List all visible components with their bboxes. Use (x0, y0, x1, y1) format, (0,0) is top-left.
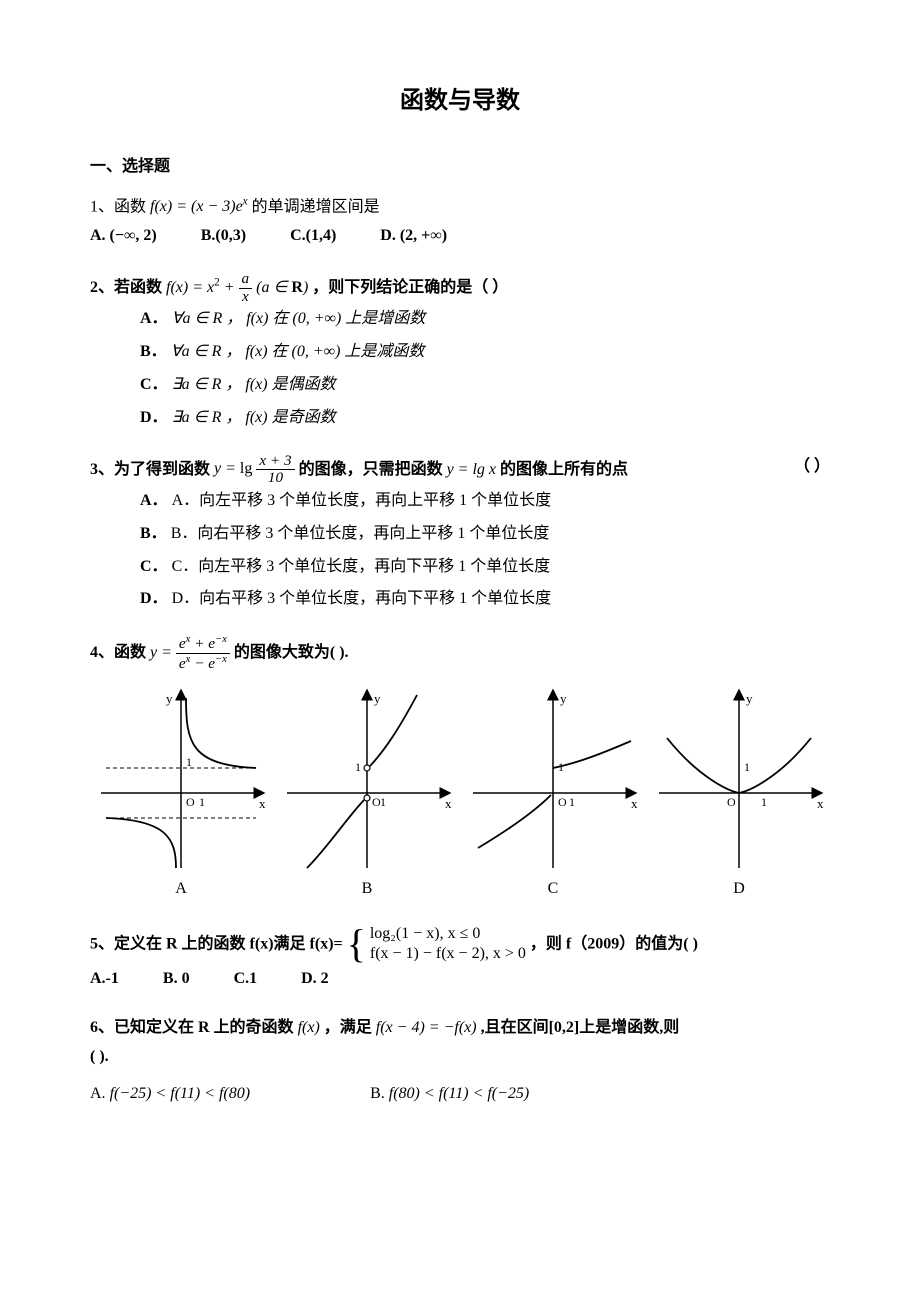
q3-mid: 的图像，只需把函数 (299, 460, 447, 477)
question-5: 5、定义在 R 上的函数 f(x)满足 f(x)= { log₂(1 − x),… (90, 924, 830, 994)
q2-formula: f(x) = x2 + ax (a ∈ R) (166, 279, 312, 296)
q6-opt-b: B. f(80) < f(11) < f(−25) (370, 1080, 529, 1109)
q3a-text: A．向左平移 3 个单位长度，再向上平移 1 个单位长度 (172, 492, 552, 509)
section-heading: 一、选择题 (90, 153, 830, 182)
q2-opt-c: ∃a ∈ R ， f(x) 是偶函数 (172, 376, 336, 393)
q3-formula: y = lg x + 310 (214, 460, 299, 477)
q5-opt-a: A.-1 (90, 970, 119, 987)
q2d-label: D． (140, 409, 168, 426)
q1-prefix: 1、函数 (90, 198, 150, 215)
q5-opt-d: D. 2 (301, 970, 329, 987)
chart-c: x y O 1 1 C (462, 683, 644, 904)
svg-text:O: O (558, 795, 567, 809)
q6-eq: f(x − 4) = −f(x) (376, 1019, 477, 1036)
q6a-text: f(−25) < f(11) < f(80) (110, 1085, 251, 1102)
q3c-text: C．向左平移 3 个单位长度，再向下平移 1 个单位长度 (172, 558, 551, 575)
q1-suffix: 的单调递增区间是 (252, 198, 380, 215)
q6-opt-a: A. f(−25) < f(11) < f(80) (90, 1080, 250, 1109)
svg-text:1: 1 (199, 795, 205, 809)
q5-opt-b: B. 0 (163, 970, 190, 987)
q3-opt-b: B．B．向右平移 3 个单位长度，再向上平移 1 个单位长度 (140, 520, 830, 549)
q6b-label: B. (370, 1085, 389, 1102)
q1-formula: f(x) = (x − 3)ex (150, 198, 248, 215)
svg-text:x: x (631, 796, 638, 811)
q2a-label: A． (140, 310, 168, 327)
svg-text:y: y (374, 691, 381, 706)
svg-text:x: x (817, 796, 824, 811)
q2c-label: C． (140, 376, 168, 393)
q2-opt-a: ∀a ∈ R ， f(x) 在 (0, +∞) 上是增函数 (172, 310, 426, 327)
chart-d-label: D (648, 875, 830, 904)
q3-suffix: 的图像上所有的点 (500, 460, 628, 477)
q1-opt-d: D. (2, +∞) (380, 227, 447, 244)
q3d-text: D．向右平移 3 个单位长度，再向下平移 1 个单位长度 (172, 590, 552, 607)
svg-text:O: O (186, 795, 195, 809)
q4-formula: y = ex + e−x ex − e−x (150, 644, 234, 661)
q2-prefix: 2、若函数 (90, 279, 166, 296)
q5-opt-c: C.1 (234, 970, 258, 987)
chart-b-label: B (276, 875, 458, 904)
q1-opt-a: A. (−∞, 2) (90, 227, 157, 244)
svg-text:O: O (727, 795, 736, 809)
q6b-text: f(80) < f(11) < f(−25) (389, 1085, 530, 1102)
q2-mid: ，则下列结论正确的是（ ） (312, 279, 508, 296)
q3b-text: B．向右平移 3 个单位长度，再向上平移 1 个单位长度 (171, 525, 550, 542)
svg-text:x: x (445, 796, 452, 811)
q3-opt-a: A．A．向左平移 3 个单位长度，再向上平移 1 个单位长度 (140, 487, 830, 516)
q3-paren: （ ） (794, 453, 830, 482)
q2-opt-b: ∀a ∈ R ， f(x) 在 (0, +∞) 上是减函数 (171, 343, 425, 360)
q3-opt-c: C．C．向左平移 3 个单位长度，再向下平移 1 个单位长度 (140, 553, 830, 582)
chart-b: x y O 1 1 B (276, 683, 458, 904)
svg-text:y: y (746, 691, 753, 706)
q5-case1: log₂(1 − x), x ≤ 0 (370, 925, 480, 942)
q3-opt-d: D．D．向右平移 3 个单位长度，再向下平移 1 个单位长度 (140, 585, 830, 614)
q3-lgx: y = lg x (447, 460, 496, 477)
q5-prefix: 5、定义在 R 上的函数 f(x)满足 f(x)= (90, 935, 347, 952)
q5-case2: f(x − 1) − f(x − 2), x > 0 (370, 945, 526, 962)
question-2: 2、若函数 f(x) = x2 + ax (a ∈ R) ，则下列结论正确的是（… (90, 271, 830, 433)
chart-a-label: A (90, 875, 272, 904)
svg-text:y: y (166, 691, 173, 706)
svg-text:1: 1 (355, 760, 361, 774)
svg-text:1: 1 (569, 795, 575, 809)
svg-text:1: 1 (186, 755, 192, 769)
q4-suffix: 的图像大致为( ). (234, 644, 349, 661)
q5-piecewise: { log₂(1 − x), x ≤ 0 f(x − 1) − f(x − 2)… (347, 924, 526, 966)
q6-fx: f(x) (298, 1019, 320, 1036)
svg-text:y: y (560, 691, 567, 706)
q3-prefix: 3、为了得到函数 (90, 460, 214, 477)
question-6: 6、已知定义在 R 上的奇函数 f(x) ，满足 f(x − 4) = −f(x… (90, 1014, 830, 1108)
q2b-label: B． (140, 343, 167, 360)
chart-a: x y O 1 1 A (90, 683, 272, 904)
q2-opt-d: ∃a ∈ R ， f(x) 是奇函数 (172, 409, 336, 426)
svg-text:x: x (259, 796, 266, 811)
q1-opt-b: B.(0,3) (201, 227, 246, 244)
question-3: 3、为了得到函数 y = lg x + 310 的图像，只需把函数 y = lg… (90, 453, 830, 615)
q6-prefix: 6、已知定义在 R 上的奇函数 (90, 1019, 298, 1036)
q6a-label: A. (90, 1085, 110, 1102)
q4-charts: x y O 1 1 A (90, 683, 830, 904)
svg-text:1: 1 (380, 795, 386, 809)
question-4: 4、函数 y = ex + e−x ex − e−x 的图像大致为( ). (90, 634, 830, 903)
question-1: 1、函数 f(x) = (x − 3)ex 的单调递增区间是 A. (−∞, 2… (90, 192, 830, 251)
chart-c-label: C (462, 875, 644, 904)
chart-d: x y O 1 1 D (648, 683, 830, 904)
q6-paren: ( ). (90, 1043, 830, 1072)
q6-suffix: ,且在区间[0,2]上是增函数,则 (481, 1019, 680, 1036)
svg-text:1: 1 (761, 795, 767, 809)
q1-opt-c: C.(1,4) (290, 227, 336, 244)
q4-prefix: 4、函数 (90, 644, 150, 661)
q5-mid: ，则 f（2009）的值为( ) (530, 935, 698, 952)
q6-mid: ，满足 (324, 1019, 376, 1036)
svg-text:1: 1 (744, 760, 750, 774)
page-title: 函数与导数 (90, 80, 830, 123)
